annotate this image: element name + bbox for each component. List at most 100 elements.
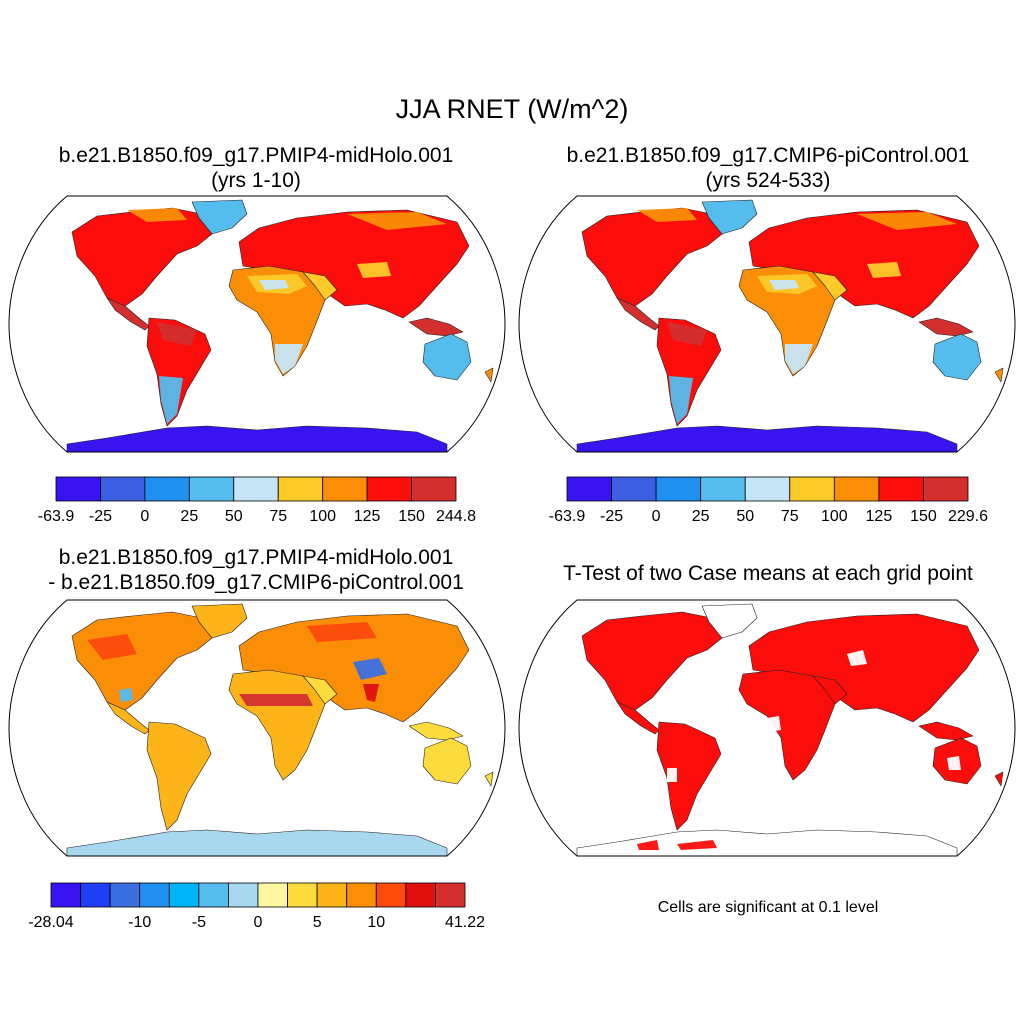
map-panel-case2-northAmerica [581, 207, 723, 307]
panel3-title-line1: b.e21.B1850.f09_g17.PMIP4-midHolo.001 [58, 546, 454, 569]
map-panel-case2-frame [518, 195, 1016, 453]
map-panel-diff-gulf-blue [119, 688, 133, 702]
map-panel-diff-indonesia [408, 721, 464, 741]
map-panel-diff-australia [422, 737, 472, 785]
colorbar-swatch [277, 476, 324, 502]
map-panel-case1-arabia [302, 271, 338, 301]
map-panel-diff-nz [484, 771, 494, 787]
map-panel-diff-arabia [302, 675, 338, 705]
map-panel-ttest-greenland [701, 603, 758, 639]
map-panel-case2-centralAmerica [616, 297, 660, 331]
colorbar-tick-label: 100 [309, 508, 336, 525]
panel1-title-line2: (yrs 1-10) [211, 169, 301, 192]
map-panel-ttest-sig-gap-3 [667, 768, 677, 782]
colorbar-swatch [611, 476, 657, 502]
map-panel-ttest-northAmerica [581, 611, 723, 711]
map-panel-case2-sahara-core [769, 280, 799, 290]
map-panel-case2-amazon-patch [667, 322, 707, 346]
map-panel-ttest-sig-antarctic [637, 840, 659, 850]
map-panel-case2-southafrica-patch [785, 344, 813, 374]
map-panel-ttest-sig-gap-4 [947, 756, 961, 770]
panel4-title: T-Test of two Case means at each grid po… [512, 561, 1024, 586]
map-panel-case1-frame [8, 195, 506, 453]
colorbar-tick-label: 150 [398, 508, 425, 525]
colorbar-tick-label: 75 [269, 508, 287, 525]
map-panel-case2-patagonia-patch [669, 376, 693, 424]
map-panel-case2-australia [932, 333, 982, 381]
colorbar-case1: -63.9 -25 0 25 50 75 100 125 150 244.8 [38, 476, 476, 525]
panel3-title: b.e21.B1850.f09_g17.PMIP4-midHolo.001 - … [0, 545, 512, 595]
colorbar-tick-label: 244.8 [436, 508, 476, 525]
colorbar-tick-label: 125 [866, 508, 893, 525]
map-panel-ttest-sig-antarctic-2 [677, 840, 717, 850]
colorbar-swatch [566, 476, 612, 502]
colorbar-swatch [923, 476, 969, 502]
colorbar-swatch [139, 882, 170, 908]
map-panel-case2-tibet-patch [867, 262, 901, 278]
map-panel-case1-indonesia [408, 317, 464, 337]
map-panel-case2-arctic-canada [637, 208, 697, 222]
map-panel-case1-southafrica-patch [275, 344, 303, 374]
colorbar-tick-label: 0 [652, 508, 661, 525]
map-panel-diff-antarctica [66, 829, 448, 856]
panel4-title-line1: T-Test of two Case means at each grid po… [563, 562, 973, 585]
map-panel-diff-greenland [191, 603, 248, 639]
map-panel-case1-greenland [191, 199, 248, 235]
colorbar-swatch [435, 882, 466, 908]
colorbar-tick-label: -10 [128, 914, 151, 931]
map-panel-case2-arabia [812, 271, 848, 301]
map-panel-case1-amazon-patch [157, 322, 197, 346]
colorbar-swatch [80, 882, 111, 908]
map-panel-case1-nz [484, 367, 494, 383]
colorbar-tick-label: 25 [692, 508, 710, 525]
map-panel-diff-southAmerica [146, 721, 212, 831]
colorbar-swatch [109, 882, 141, 908]
panel1-title: b.e21.B1850.f09_g17.PMIP4-midHolo.001 (y… [0, 143, 512, 193]
map-panel-case1-patagonia-patch [159, 376, 183, 424]
map-panel-ttest-nz [994, 771, 1004, 787]
colorbar-swatch [833, 476, 880, 502]
colorbar-tick-label: 150 [910, 508, 937, 525]
colorbar-swatch [375, 882, 407, 908]
map-panel-case1-antarctica [66, 425, 448, 452]
colorbar-swatch [257, 882, 288, 908]
panel2-title: b.e21.B1850.f09_g17.CMIP6-piControl.001 … [512, 143, 1024, 193]
map-panel-case2-antarctica [576, 425, 958, 452]
map-panel-diff-northamerica-red [87, 634, 137, 660]
map-panel-diff-africa [228, 669, 326, 781]
figure-title: JJA RNET (W/m^2) [395, 94, 629, 124]
colorbar-swatch [287, 882, 318, 908]
map-panel-case2-nz [994, 367, 1004, 383]
map-panel-case2 [518, 195, 1016, 453]
colorbar-tick-label: 5 [313, 914, 322, 931]
map-panel-case1-tibet-patch [357, 262, 391, 278]
map-panel-case2-indonesia [918, 317, 974, 337]
colorbar-swatch [789, 476, 835, 502]
colorbar-swatch [655, 476, 702, 502]
colorbar-tick-label: 10 [367, 914, 385, 931]
map-panel-diff-northAmerica [71, 611, 213, 711]
colorbar-tick-label: 0 [254, 914, 263, 931]
colorbar-swatch [346, 882, 377, 908]
colorbar-swatch [316, 882, 348, 908]
colorbar-tick-label: -25 [89, 508, 112, 525]
map-panel-ttest-sig-gap-1 [847, 650, 867, 666]
colorbar-swatch [100, 476, 146, 502]
colorbar-tick-label: 50 [736, 508, 754, 525]
colorbar-swatch [744, 476, 791, 502]
map-panel-case1-arctic-canada [127, 208, 187, 222]
colorbar-tick-label: 100 [821, 508, 848, 525]
significance-note: Cells are significant at 0.1 level [657, 899, 879, 916]
map-panel-ttest-southAmerica [656, 721, 722, 831]
map-panel-case2-greenland [701, 199, 758, 235]
colorbar-case2: -63.9 -25 0 25 50 75 100 125 150 229.6 [549, 476, 988, 525]
colorbar-swatch [878, 476, 924, 502]
colorbar-tick-label: -5 [192, 914, 206, 931]
colorbar-swatch [55, 476, 101, 502]
map-panel-case1-australia [422, 333, 472, 381]
colorbar-tick-label: -25 [600, 508, 623, 525]
map-panel-diff-india-red [363, 684, 379, 702]
map-panel-ttest-sig-gap-2 [767, 716, 781, 732]
colorbar-swatch [700, 476, 746, 502]
colorbar-tick-label: 229.6 [948, 508, 988, 525]
